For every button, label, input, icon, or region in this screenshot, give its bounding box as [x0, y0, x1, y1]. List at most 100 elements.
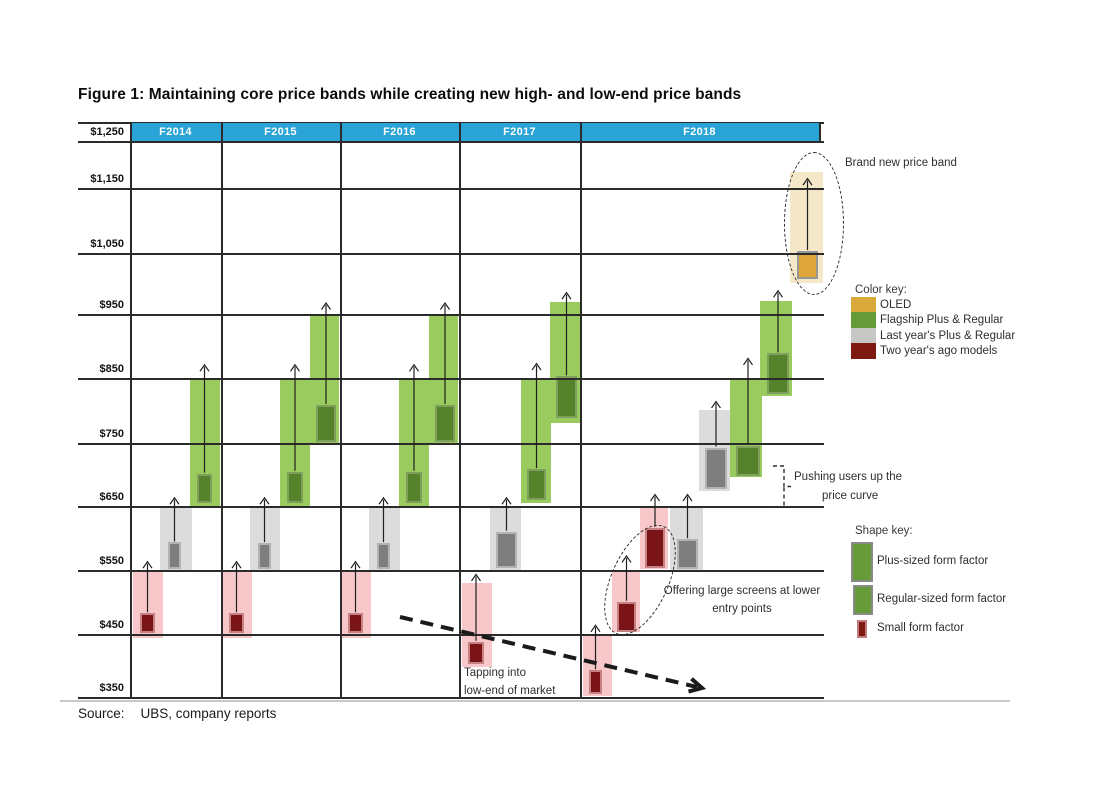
gridline-950 — [78, 314, 824, 316]
oled-highlight-ellipse — [784, 152, 844, 295]
bottom-light-rule — [60, 700, 1010, 702]
y-tick-label: $750 — [99, 427, 124, 440]
model-box-flagship_plus — [316, 404, 336, 443]
band-arrow-head — [531, 362, 542, 371]
figure-title: Figure 1: Maintaining core price bands w… — [78, 86, 742, 103]
gridline-1150 — [78, 188, 824, 190]
band-arrow-head — [440, 301, 450, 310]
band-arrow-head — [650, 493, 660, 502]
model-box-last_year — [168, 542, 181, 569]
source-line: Source: UBS, company reports — [78, 706, 276, 721]
y-tick-label: $850 — [99, 362, 124, 375]
y-tick-label: $1,150 — [90, 173, 124, 185]
model-box-last_year — [677, 539, 698, 570]
color-key-swatch-1 — [851, 312, 876, 328]
gridline-450 — [78, 633, 824, 636]
model-box-last_year — [258, 543, 271, 569]
pushing-brace-bottom — [773, 487, 785, 508]
annotation-offering-large-screens: Offering large screens at lower entry po… — [663, 583, 821, 618]
color-key-label-3: Two year's ago models — [880, 345, 998, 358]
color-key-swatch-3 — [851, 343, 876, 359]
band-arrow-head — [711, 400, 721, 409]
source-text: UBS, company reports — [140, 706, 277, 721]
model-box-flagship_plus — [767, 353, 789, 394]
column-header-F2015: F2015 — [221, 123, 340, 141]
model-box-flagship_plus — [435, 404, 455, 443]
shape-key-title: Shape key: — [855, 525, 913, 537]
y-tick-label: $950 — [99, 299, 124, 311]
model-box-flagship_regular — [287, 471, 303, 503]
model-box-last_year — [377, 543, 390, 569]
annotation-brand-new-price-band: Brand new price band — [845, 157, 957, 169]
y-tick-label: $350 — [99, 682, 124, 694]
band-arrow-head — [590, 624, 601, 633]
model-box-two_years_ago — [348, 613, 363, 634]
model-box-two_years_ago — [468, 641, 484, 664]
annotation-tapping-low-end: Tapping into low-end of market — [464, 664, 555, 700]
shape-key-label-0: Plus-sized form factor — [877, 555, 989, 567]
column-divider — [459, 122, 461, 699]
band-arrow-head — [321, 301, 331, 310]
band-arrow-head — [409, 363, 419, 372]
model-box-last_year — [705, 447, 727, 490]
low-end-dashed-arrow-head — [687, 677, 707, 694]
column-header-F2018: F2018 — [580, 123, 819, 141]
color-key-title: Color key: — [855, 284, 907, 296]
gridline-1050 — [78, 253, 824, 255]
annotation-tapping-line2: low-end of market — [464, 685, 556, 697]
band-arrow-head — [501, 496, 512, 505]
color-key-label-0: OLED — [880, 299, 912, 311]
column-divider — [580, 122, 582, 699]
color-key-label-1: Flagship Plus & Regular — [880, 314, 1004, 327]
band-arrow-head — [290, 363, 300, 372]
annotation-offering-line2: entry points — [712, 602, 772, 615]
color-key-label-2: Last year's Plus & Regular — [880, 329, 1016, 342]
model-box-two_years_ago — [589, 670, 602, 694]
annotation-pushing-users-line2: price curve — [822, 490, 879, 502]
gridline-550 — [78, 570, 824, 572]
y-tick-label: $450 — [99, 618, 124, 631]
model-box-two_years_ago — [140, 613, 155, 634]
annotation-tapping-line1: Tapping into — [464, 667, 527, 679]
column-divider — [130, 122, 132, 699]
column-header-F2017: F2017 — [459, 123, 580, 141]
band-arrow-head — [471, 573, 481, 582]
band-arrow-head — [378, 496, 389, 505]
band-arrow-head — [773, 289, 783, 298]
band-arrow-head — [199, 363, 210, 372]
model-box-last_year — [496, 531, 517, 569]
column-divider — [340, 122, 342, 699]
color-key-swatch-2 — [851, 327, 876, 344]
y-tick-label: $1,250 — [90, 126, 124, 138]
gridline-1250 — [78, 141, 824, 143]
band-arrow-head — [561, 291, 572, 300]
band-arrow-head — [259, 496, 270, 505]
shape-key-label-2: Small form factor — [877, 622, 964, 634]
column-divider — [221, 122, 223, 699]
model-box-flagship_regular — [736, 445, 760, 476]
column-header-F2014: F2014 — [130, 123, 221, 141]
model-box-two_years_ago — [645, 527, 665, 569]
color-key-swatch-0 — [851, 297, 876, 313]
y-tick-label: $550 — [99, 555, 124, 567]
shape-key-swatch-1 — [853, 585, 873, 615]
band-arrow-head — [142, 560, 153, 569]
annotation-offering-line1: Offering large screens at lower — [663, 585, 821, 597]
y-tick-label: $1,050 — [90, 238, 124, 250]
model-box-flagship_regular — [527, 469, 546, 500]
band-arrow-head — [682, 493, 693, 502]
gridline-750 — [78, 442, 824, 445]
header-right-border — [819, 122, 821, 141]
band-arrow-head — [169, 496, 180, 505]
gridline-650 — [78, 506, 824, 508]
gridline-350 — [78, 697, 824, 699]
shape-key-label-1: Regular-sized form factor — [877, 593, 1007, 605]
model-box-two_years_ago — [229, 613, 244, 634]
band-arrow-head — [350, 560, 361, 569]
band-arrow-head — [743, 357, 753, 366]
shape-key-swatch-0 — [851, 542, 873, 582]
band-arrow-head — [231, 560, 242, 569]
shape-key-swatch-2 — [857, 620, 867, 638]
model-box-flagship_plus — [556, 376, 577, 418]
